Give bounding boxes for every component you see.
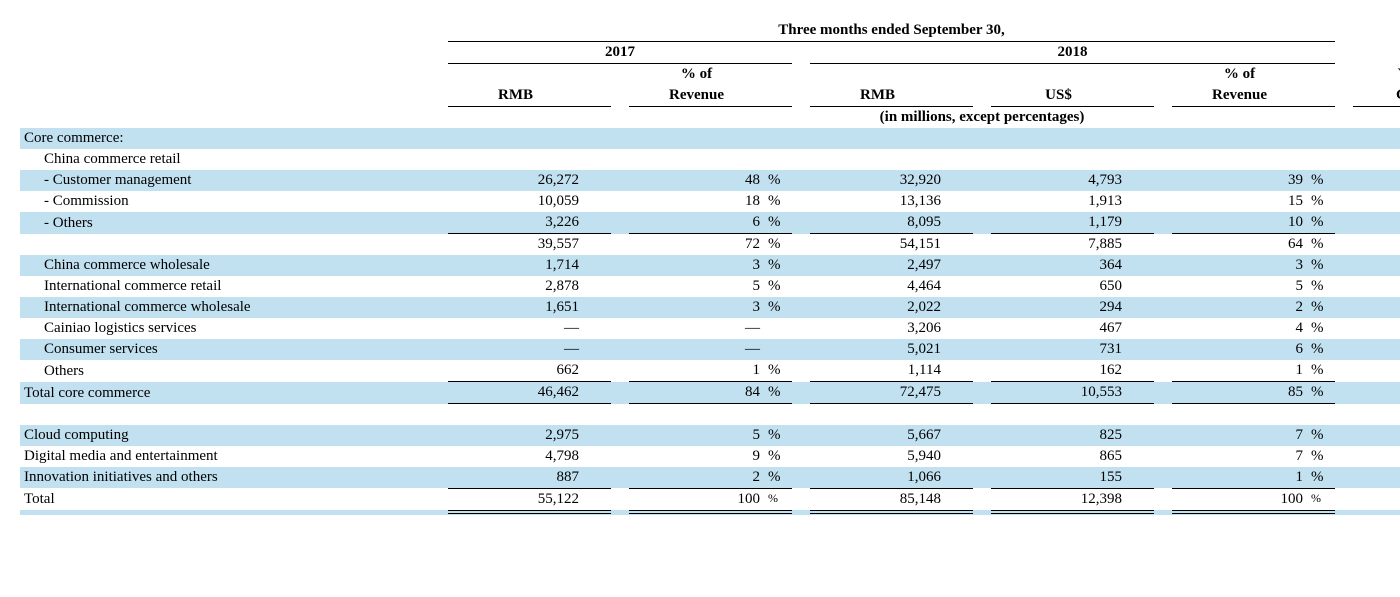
row-cainiao: Cainiao logistics services — — 3,206 467… bbox=[20, 318, 1400, 339]
row-china-retail-header: China commerce retail bbox=[20, 149, 1400, 170]
col-pct-rev-2017-l1: % of bbox=[629, 64, 764, 86]
cloud-label: Cloud computing bbox=[20, 425, 430, 446]
row-total-core-commerce: Total core commerce 46,462 84% 72,475 10… bbox=[20, 382, 1400, 404]
col-usd-2018: US$ bbox=[991, 85, 1126, 107]
media-label: Digital media and entertainment bbox=[20, 446, 430, 467]
innovation-label: Innovation initiatives and others bbox=[20, 467, 430, 489]
row-grand-total: Total 55,122 100% 85,148 12,398 100% 54% bbox=[20, 488, 1400, 510]
units-note: (in millions, except percentages) bbox=[448, 107, 1400, 129]
col-yoy-l2: Change bbox=[1353, 85, 1400, 107]
row-cloud-computing: Cloud computing 2,975 5% 5,667 825 7% 90… bbox=[20, 425, 1400, 446]
total-label: Total bbox=[20, 488, 430, 510]
intl-retail-label: International commerce retail bbox=[20, 276, 430, 297]
revenue-breakdown-table: Three months ended September 30, 2017 20… bbox=[20, 20, 1400, 515]
intl-wholesale-label: International commerce wholesale bbox=[20, 297, 430, 318]
row-core-commerce-header: Core commerce: bbox=[20, 128, 1400, 149]
spacer-row bbox=[20, 404, 1400, 425]
china-retail-label: China commerce retail bbox=[20, 149, 430, 170]
row-others-retail: - Others 3,226 6% 8,095 1,179 10% 151% bbox=[20, 212, 1400, 234]
row-commission: - Commission 10,059 18% 13,136 1,913 15%… bbox=[20, 191, 1400, 212]
row-innovation: Innovation initiatives and others 887 2%… bbox=[20, 467, 1400, 489]
col-pct-rev-2018-l2: Revenue bbox=[1172, 85, 1307, 107]
row-double-rule bbox=[20, 510, 1400, 515]
col-rmb-2018: RMB bbox=[810, 85, 945, 107]
commission-label: - Commission bbox=[20, 191, 430, 212]
row-intl-wholesale: International commerce wholesale 1,651 3… bbox=[20, 297, 1400, 318]
cn-wholesale-label: China commerce wholesale bbox=[20, 255, 430, 276]
col-yoy-l1: YoY % bbox=[1353, 64, 1400, 86]
consumer-label: Consumer services bbox=[20, 339, 430, 360]
col-pct-rev-2018-l1: % of bbox=[1172, 64, 1307, 86]
cust-mgmt-label: - Customer management bbox=[20, 170, 430, 191]
total-core-label: Total core commerce bbox=[20, 382, 430, 404]
row-others-core: Others 662 1% 1,114 162 1% 68% bbox=[20, 360, 1400, 382]
col-year-2017: 2017 bbox=[448, 42, 792, 64]
others-retail-label: - Others bbox=[20, 212, 430, 234]
row-customer-management: - Customer management 26,272 48% 32,920 … bbox=[20, 170, 1400, 191]
row-china-wholesale: China commerce wholesale 1,714 3% 2,497 … bbox=[20, 255, 1400, 276]
core-commerce-label: Core commerce: bbox=[20, 128, 430, 149]
col-year-2018: 2018 bbox=[810, 42, 1335, 64]
row-intl-retail: International commerce retail 2,878 5% 4… bbox=[20, 276, 1400, 297]
period-header: Three months ended September 30, bbox=[448, 20, 1335, 42]
col-pct-rev-2017-l2: Revenue bbox=[629, 85, 764, 107]
row-digital-media: Digital media and entertainment 4,798 9%… bbox=[20, 446, 1400, 467]
cainiao-label: Cainiao logistics services bbox=[20, 318, 430, 339]
others-core-label: Others bbox=[20, 360, 430, 382]
row-china-retail-subtotal: 39,557 72% 54,151 7,885 64% 37% bbox=[20, 234, 1400, 256]
row-consumer-services: Consumer services — — 5,021 731 6% N/A bbox=[20, 339, 1400, 360]
col-rmb-2017: RMB bbox=[448, 85, 583, 107]
